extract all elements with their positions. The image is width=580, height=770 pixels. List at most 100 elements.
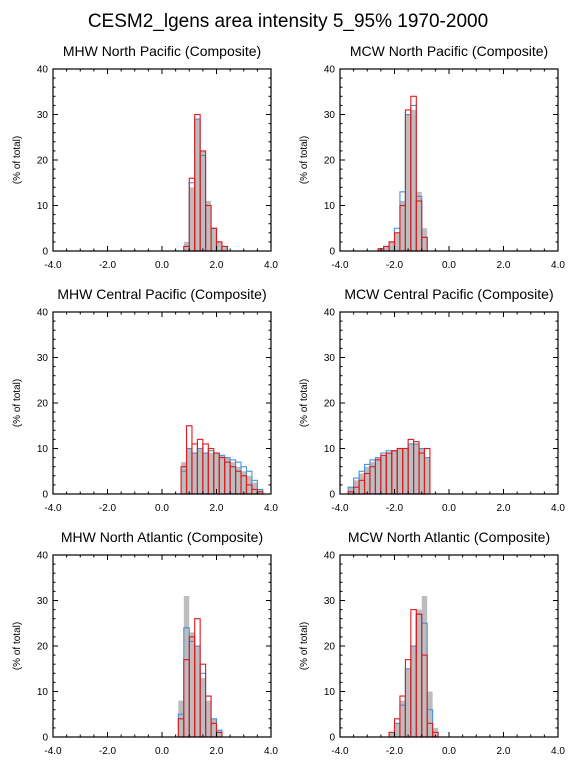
x-tick-label: -2.0 bbox=[386, 746, 404, 757]
y-axis-label: (% of total) bbox=[299, 379, 310, 427]
x-tick-label: -2.0 bbox=[386, 260, 404, 271]
y-tick-label: 40 bbox=[324, 308, 336, 319]
bar bbox=[427, 691, 433, 737]
bar bbox=[213, 453, 220, 494]
x-tick-label: 4.0 bbox=[264, 260, 278, 271]
bar bbox=[369, 462, 376, 494]
bar bbox=[197, 448, 203, 494]
x-tick-label: 4.0 bbox=[264, 746, 278, 757]
x-tick-label: 0.0 bbox=[155, 260, 169, 271]
bar bbox=[389, 732, 395, 737]
x-tick-label: 4.0 bbox=[264, 503, 278, 514]
bar bbox=[405, 668, 411, 737]
bar bbox=[221, 246, 228, 251]
bar bbox=[416, 191, 422, 251]
x-tick-label: -4.0 bbox=[44, 746, 62, 757]
bar bbox=[202, 453, 209, 494]
histogram-panel-1: MHW North Pacific (Composite) (% of total… bbox=[12, 43, 278, 271]
bar bbox=[402, 448, 409, 494]
y-tick-label: 0 bbox=[329, 733, 335, 744]
y-tick-label: 30 bbox=[37, 596, 49, 607]
y-tick-label: 10 bbox=[324, 201, 336, 212]
bar bbox=[216, 730, 222, 737]
panel-title: MCW North Pacific (Composite) bbox=[350, 43, 548, 59]
x-tick-label: -2.0 bbox=[99, 260, 117, 271]
bar bbox=[410, 109, 417, 251]
y-tick-label: 20 bbox=[37, 399, 49, 410]
x-tick-label: 0.0 bbox=[442, 260, 456, 271]
bar bbox=[380, 455, 387, 494]
bar bbox=[413, 443, 420, 494]
bar bbox=[399, 200, 406, 251]
bar bbox=[235, 466, 242, 494]
y-tick-label: 10 bbox=[37, 201, 49, 212]
bar bbox=[241, 471, 247, 494]
bar bbox=[219, 455, 225, 494]
bar bbox=[211, 718, 217, 737]
plot-frame bbox=[52, 554, 272, 738]
bar bbox=[383, 246, 390, 251]
bar bbox=[216, 241, 222, 251]
y-tick-label: 30 bbox=[37, 110, 49, 121]
bar bbox=[410, 646, 417, 737]
bar bbox=[359, 473, 365, 494]
y-tick-label: 10 bbox=[324, 687, 336, 698]
x-tick-label: 2.0 bbox=[210, 503, 224, 514]
bar bbox=[421, 228, 428, 251]
histogram-panel-6: MCW North Atlantic (Composite) (% of tota… bbox=[299, 529, 565, 757]
histogram-panel-4: MCW Central Pacific (Composite) (% of tot… bbox=[299, 286, 565, 514]
y-axis-label: (% of total) bbox=[12, 136, 23, 184]
bar bbox=[183, 595, 190, 737]
x-tick-label: -4.0 bbox=[331, 503, 349, 514]
bar bbox=[348, 487, 354, 494]
bar bbox=[399, 700, 406, 737]
x-tick-label: -2.0 bbox=[99, 746, 117, 757]
x-tick-label: 4.0 bbox=[551, 503, 565, 514]
x-tick-label: -4.0 bbox=[44, 503, 62, 514]
bar bbox=[251, 482, 258, 494]
bar bbox=[424, 457, 430, 494]
figure-title: CESM2_lgens area intensity 5_95% 1970-20… bbox=[88, 11, 488, 32]
x-tick-label: -4.0 bbox=[331, 746, 349, 757]
y-tick-label: 30 bbox=[324, 353, 336, 364]
bar bbox=[211, 228, 217, 251]
panel-title: MHW North Pacific (Composite) bbox=[63, 43, 261, 59]
bar bbox=[419, 448, 425, 494]
y-tick-label: 20 bbox=[324, 642, 336, 653]
bar bbox=[194, 119, 201, 251]
bar bbox=[186, 448, 192, 494]
x-tick-label: 0.0 bbox=[155, 503, 169, 514]
y-tick-label: 20 bbox=[324, 399, 336, 410]
y-tick-label: 30 bbox=[324, 110, 336, 121]
x-tick-label: -4.0 bbox=[331, 260, 349, 271]
bar bbox=[205, 200, 212, 251]
bar bbox=[224, 457, 231, 494]
y-tick-label: 30 bbox=[324, 596, 336, 607]
y-tick-label: 10 bbox=[37, 444, 49, 455]
x-tick-label: 0.0 bbox=[442, 746, 456, 757]
bar bbox=[200, 150, 206, 251]
bar bbox=[364, 466, 370, 494]
y-tick-label: 10 bbox=[324, 444, 336, 455]
x-tick-label: 2.0 bbox=[497, 260, 511, 271]
x-tick-label: 4.0 bbox=[551, 746, 565, 757]
y-tick-label: 20 bbox=[37, 156, 49, 167]
x-tick-label: 4.0 bbox=[551, 260, 565, 271]
y-axis-label: (% of total) bbox=[299, 622, 310, 670]
y-tick-label: 0 bbox=[329, 247, 335, 258]
y-tick-label: 40 bbox=[324, 551, 336, 562]
panel-title: MHW North Atlantic (Composite) bbox=[61, 529, 263, 545]
y-tick-label: 40 bbox=[324, 65, 336, 76]
bar bbox=[189, 187, 195, 251]
bar bbox=[230, 462, 236, 494]
bar bbox=[405, 114, 411, 251]
bar bbox=[391, 450, 398, 494]
bar bbox=[375, 457, 381, 494]
histogram-panel-3: MHW Central Pacific (Composite) (% of tot… bbox=[12, 286, 278, 514]
plot-frame bbox=[339, 554, 559, 738]
y-axis-label: (% of total) bbox=[12, 622, 23, 670]
bar bbox=[208, 453, 214, 494]
plot-frame bbox=[339, 68, 559, 252]
panel-title: MCW North Atlantic (Composite) bbox=[348, 529, 550, 545]
